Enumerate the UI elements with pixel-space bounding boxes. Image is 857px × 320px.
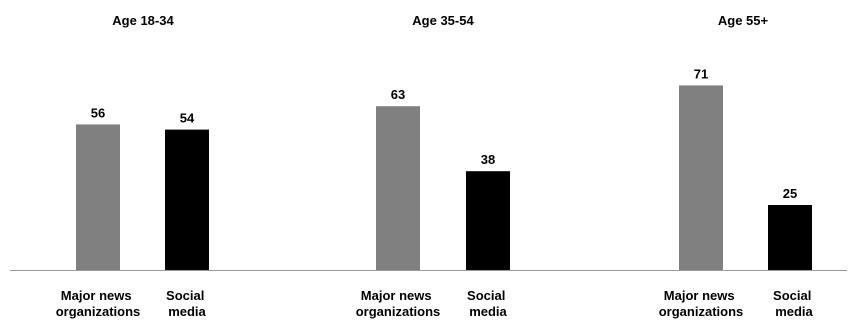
panel-age-18-34: Age 18-34 56 54 Major news organizations… xyxy=(56,13,209,319)
tick-label-line: Social xyxy=(166,288,204,303)
tick-label-major-news: Major news organizations xyxy=(56,288,141,319)
tick-label-social-media: Social media xyxy=(166,288,208,319)
data-label-social-media: 38 xyxy=(481,152,495,167)
tick-label-line: organizations xyxy=(356,304,441,319)
data-label-major-news: 63 xyxy=(391,87,405,102)
tick-label-line: Major news xyxy=(361,288,432,303)
data-label-social-media: 25 xyxy=(783,186,797,201)
tick-label-major-news: Major news organizations xyxy=(356,288,441,319)
data-label-social-media: 54 xyxy=(180,111,195,126)
panel-title: Age 35-54 xyxy=(412,13,474,28)
tick-label-line: Major news xyxy=(664,288,735,303)
tick-label-social-media: Social media xyxy=(467,288,509,319)
bar-major-news xyxy=(679,85,723,271)
tick-label-line: media xyxy=(168,304,206,319)
bar-social-media xyxy=(466,171,510,270)
bar-social-media xyxy=(165,129,209,270)
tick-label-line: organizations xyxy=(659,304,744,319)
panel-age-35-54: Age 35-54 63 38 Major news organizations… xyxy=(356,13,510,319)
bar-major-news xyxy=(76,124,120,271)
bar-social-media xyxy=(768,205,812,270)
panel-title: Age 18-34 xyxy=(112,13,174,28)
tick-label-line: organizations xyxy=(56,304,141,319)
tick-label-line: Major news xyxy=(61,288,132,303)
data-label-major-news: 71 xyxy=(694,66,708,81)
panel-title: Age 55+ xyxy=(718,13,769,28)
tick-label-social-media: Social media xyxy=(773,288,815,319)
data-label-major-news: 56 xyxy=(91,105,105,120)
tick-label-line: media xyxy=(469,304,507,319)
bar-major-news xyxy=(376,106,420,270)
panel-age-55-plus: Age 55+ 71 25 Major news organizations S… xyxy=(659,13,815,319)
tick-label-line: Social xyxy=(467,288,505,303)
tick-label-major-news: Major news organizations xyxy=(659,288,744,319)
tick-label-line: Social xyxy=(773,288,811,303)
tick-label-line: media xyxy=(775,304,813,319)
